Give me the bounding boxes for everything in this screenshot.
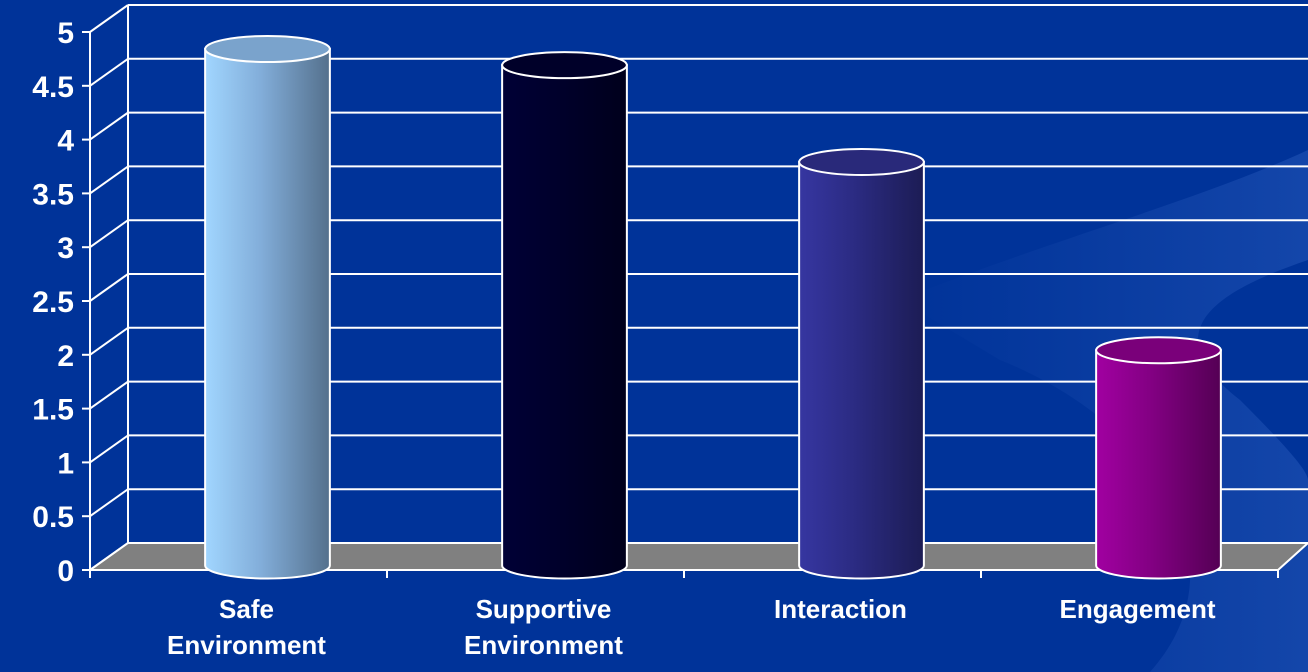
bar (501, 51, 628, 580)
y-tick-label: 0 (57, 555, 74, 588)
bar-top (1095, 336, 1222, 365)
y-tick-label: 1 (57, 447, 74, 480)
gridline-side (89, 111, 129, 141)
gridline-side (89, 57, 129, 87)
gridline-side (89, 165, 129, 195)
gridline-side (89, 434, 129, 464)
y-tick-label: 3 (57, 232, 74, 265)
y-tick-label: 4 (57, 125, 74, 158)
y-tick-label: 0.5 (32, 501, 74, 534)
gridline-side (89, 273, 129, 302)
category-label: Engagement (1059, 594, 1215, 624)
bar-top (204, 35, 331, 64)
y-tick-label: 3.5 (32, 178, 74, 211)
y-tick-label: 1.5 (32, 394, 74, 427)
gridline-side (89, 4, 129, 33)
y-tick-label: 2 (57, 340, 74, 373)
gridline-side (89, 219, 129, 249)
bar (1095, 336, 1222, 580)
category-label: Supportive Environment (464, 594, 623, 660)
category-label: Safe Environment (167, 594, 326, 660)
y-tick-label: 2.5 (32, 286, 74, 319)
category-label: Interaction (774, 594, 907, 624)
bar (798, 148, 925, 580)
gridline-side (89, 326, 129, 356)
bar-top (798, 148, 925, 176)
gridline-side (89, 488, 129, 518)
gridline-side (89, 380, 129, 410)
bar-top (501, 51, 628, 80)
y-tick-label: 4.5 (32, 71, 74, 104)
bar (204, 35, 331, 580)
y-tick-label: 5 (57, 17, 74, 50)
